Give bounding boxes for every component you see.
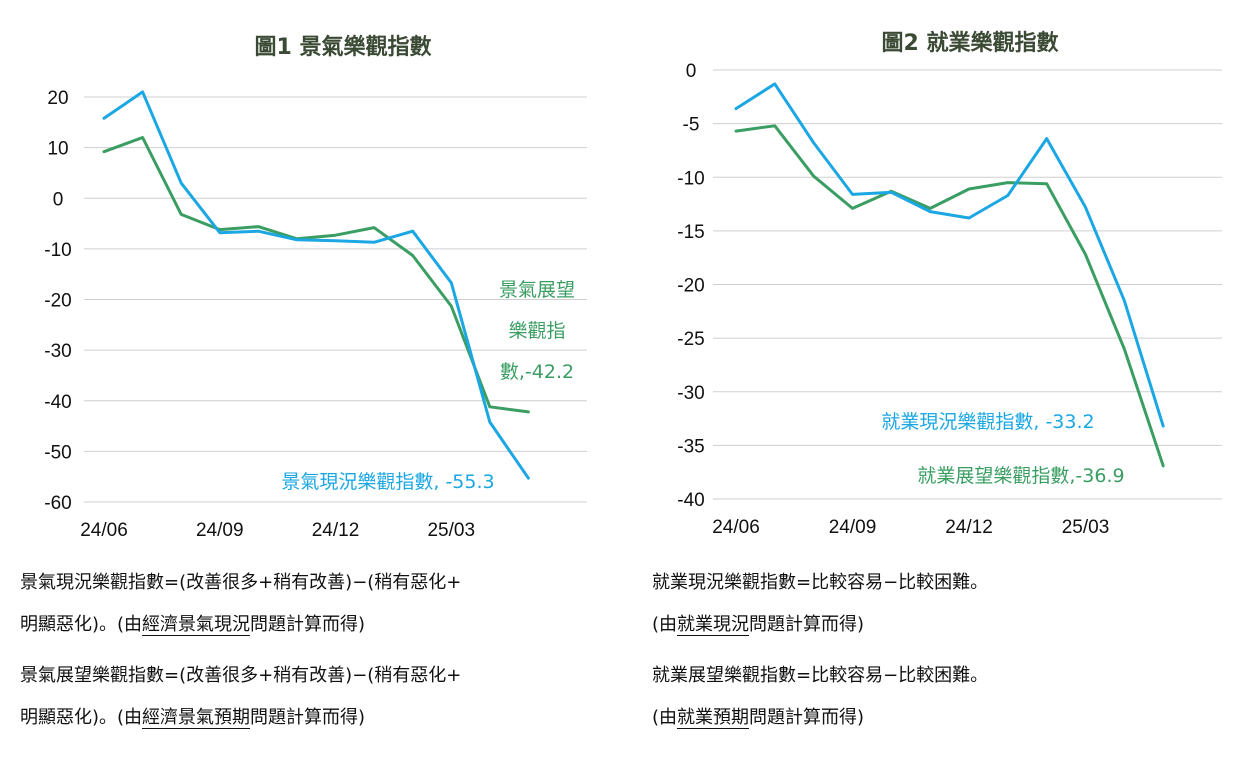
chart-1-y-tick-label: -30 (44, 341, 71, 362)
chart-2-series (734, 82, 1165, 468)
chart-1-green-label-line-1: 景氣展望 (499, 279, 575, 301)
chart-2-y-tick-label: -25 (677, 329, 704, 350)
note-underline: 就業現況 (677, 614, 750, 636)
chart-2-y-tick-label: -15 (677, 222, 704, 243)
chart-2-x-tick-label: 24/12 (945, 517, 993, 538)
chart-1-y-axis: 20 10 0 -10 -20 -30 -40 -50 -60 (44, 88, 71, 514)
note-text: (由 (652, 707, 678, 728)
note-right-1-line-1: 就業現況樂觀指數=比較容易−比較困難。 (652, 572, 989, 593)
chart-2-series-line-current (734, 82, 1165, 428)
chart-2-blue-label: 就業現況樂觀指數, -33.2 (881, 411, 1094, 433)
note-left-1-line-1: 景氣現況樂觀指數=(改善很多+稍有改善)−(稍有惡化+ (20, 572, 462, 593)
chart-2-y-tick-label: -30 (677, 383, 704, 404)
note-text: 明顯惡化)。(由 (20, 707, 143, 728)
note-text: 問題計算而得) (749, 614, 865, 635)
chart-1-title: 圖1 景氣樂觀指數 (255, 34, 432, 60)
chart-2-y-tick-label: -40 (677, 490, 704, 511)
chart-2-title: 圖2 就業樂觀指數 (882, 30, 1059, 56)
note-left-2-line-2: 明顯惡化)。(由經濟景氣預期問題計算而得) (20, 705, 365, 731)
note-text: 明顯惡化)。(由 (20, 614, 143, 635)
chart-2-x-tick-label: 24/09 (829, 517, 877, 538)
chart-1-y-tick-label: 10 (47, 139, 68, 160)
chart-2-x-axis: 24/06 24/09 24/12 25/03 (712, 517, 1109, 538)
chart-2-y-axis: 0 -5 -10 -15 -20 -25 -30 -35 -40 (677, 61, 704, 511)
note-right-2-line-1: 就業展望樂觀指數=比較容易−比較困難。 (652, 665, 989, 686)
chart-1-y-tick-label: -20 (44, 291, 71, 312)
chart-1-y-tick-label: -10 (44, 240, 71, 261)
chart-2-green-label: 就業展望樂觀指數,-36.9 (917, 465, 1124, 487)
chart-1-x-tick-label: 24/12 (312, 520, 360, 541)
chart-1-gridlines (84, 96, 587, 503)
note-underline: 經濟景氣預期 (142, 707, 251, 729)
note-left-1-line-2: 明顯惡化)。(由經濟景氣現況問題計算而得) (20, 612, 365, 638)
chart-2-y-tick-label: -10 (677, 168, 704, 189)
note-text: 問題計算而得) (749, 707, 865, 728)
chart-2-y-tick-label: 0 (686, 61, 697, 82)
chart-2-y-tick-label: -5 (683, 115, 700, 136)
note-left-2-line-1: 景氣展望樂觀指數=(改善很多+稍有改善)−(稍有惡化+ (20, 665, 462, 686)
chart-2-series-line-outlook (734, 124, 1165, 468)
chart-1-x-tick-label: 24/06 (80, 520, 128, 541)
chart-2-y-tick-label: -20 (677, 276, 704, 297)
note-text: (由 (652, 614, 678, 635)
chart-1-y-tick-label: 0 (53, 189, 64, 210)
chart-1-y-tick-label: -50 (44, 442, 71, 463)
note-text: 問題計算而得) (250, 614, 366, 635)
chart-1-green-label-line-2: 樂觀指 (508, 320, 565, 342)
chart-2-x-tick-label: 25/03 (1062, 517, 1110, 538)
chart-1-green-label-line-3: 數,-42.2 (500, 361, 574, 383)
chart-2-y-tick-label: -35 (677, 436, 704, 457)
chart-1-y-tick-label: -60 (44, 493, 71, 514)
note-right-1-line-2: (由就業現況問題計算而得) (652, 612, 864, 638)
note-underline: 經濟景氣現況 (142, 614, 251, 636)
chart-2-gridlines (713, 69, 1222, 500)
note-right-2-line-2: (由就業預期問題計算而得) (652, 705, 864, 731)
chart-1-x-axis: 24/06 24/09 24/12 25/03 (80, 520, 475, 541)
note-text: 問題計算而得) (250, 707, 366, 728)
chart-1-blue-label: 景氣現況樂觀指數, -55.3 (281, 471, 494, 493)
chart-2-x-tick-label: 24/06 (712, 517, 760, 538)
chart-1-y-tick-label: -40 (44, 392, 71, 413)
chart-2: 圖2 就業樂觀指數 0 -5 -10 -15 -20 -25 -30 -35 -40 24/06… (677, 30, 1222, 538)
chart-1-series-line-outlook (102, 136, 530, 414)
chart-1-x-tick-label: 25/03 (427, 520, 475, 541)
chart-1-x-tick-label: 24/09 (196, 520, 244, 541)
chart-1-series-line-current (102, 90, 530, 480)
chart-1-series (102, 90, 530, 480)
note-underline: 就業預期 (677, 707, 750, 729)
chart-1-y-tick-label: 20 (47, 88, 68, 109)
